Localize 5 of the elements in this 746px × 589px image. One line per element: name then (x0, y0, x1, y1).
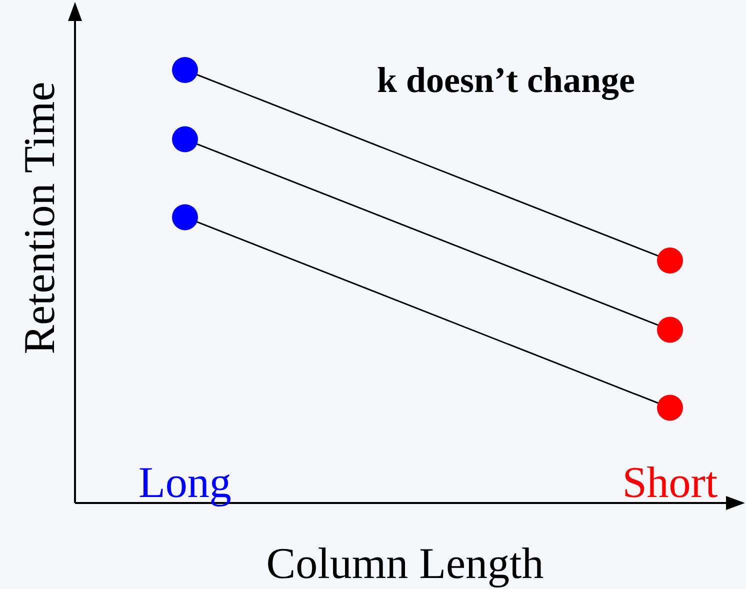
annotation: k doesn’t change (376, 60, 636, 100)
x-tick-label: Short (622, 458, 718, 507)
y-axis-title: Retention Time (15, 82, 64, 354)
x-axis-title: Column Length (266, 539, 544, 588)
x-tick-label: Long (138, 458, 232, 507)
